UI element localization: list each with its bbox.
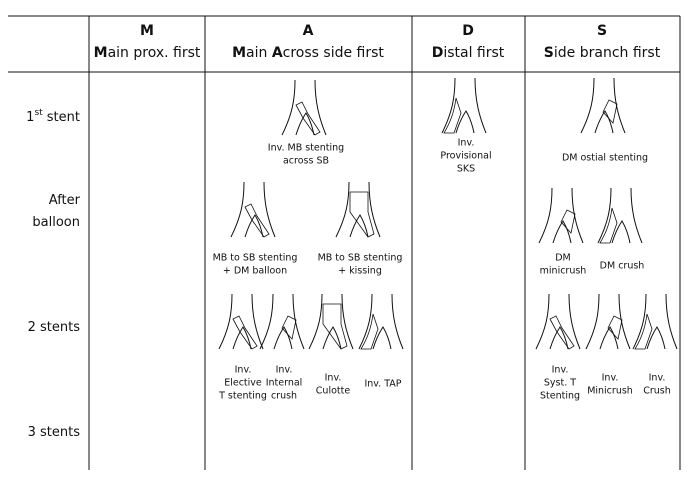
vessel	[281, 79, 327, 136]
bifurcation-figure	[585, 293, 631, 350]
figure-caption: Syst. T	[544, 378, 576, 389]
row-label: After	[49, 193, 81, 208]
stent	[244, 203, 270, 238]
bifurcation-figure	[538, 187, 584, 244]
row-label-part: 3 stents	[28, 425, 81, 440]
figure-caption: Minicrush	[587, 386, 633, 397]
figure-caption: Inv. TAP	[364, 379, 401, 390]
figure-caption: across SB	[283, 156, 329, 167]
stent	[560, 209, 576, 234]
bifurcation-figure	[441, 77, 487, 134]
figure-caption: Elective	[224, 378, 262, 389]
subtitle-part: M	[232, 45, 246, 61]
figure-caption: Culotte	[316, 386, 351, 397]
subtitle-part: S	[544, 45, 554, 61]
stent	[443, 97, 462, 134]
subtitle-part: ain prox. first	[108, 45, 201, 61]
stent	[607, 315, 623, 340]
stent	[349, 191, 375, 238]
subtitle-part: M	[94, 45, 108, 61]
figure-caption: + kissing	[338, 266, 382, 277]
column-subtitle: Main prox. first	[94, 45, 201, 61]
figure-caption: DM ostial stenting	[562, 153, 648, 164]
subtitle-part: D	[432, 45, 444, 61]
stent	[599, 207, 618, 244]
stent	[322, 303, 348, 350]
figure-caption: minicrush	[540, 266, 587, 277]
figure-caption: Inv.	[458, 138, 475, 149]
stent	[281, 315, 297, 340]
vessel	[308, 293, 354, 350]
subtitle-part: istal first	[443, 45, 504, 61]
row-label-part: 2 stents	[28, 320, 81, 335]
subtitle-part: A	[272, 45, 283, 61]
stent	[295, 101, 321, 136]
vessel	[335, 181, 381, 238]
bifurcation-figure	[218, 293, 264, 350]
vessel	[259, 293, 305, 350]
row-label: balloon	[32, 215, 80, 230]
subtitle-part: ide branch first	[554, 45, 661, 61]
figure-caption: Inv.	[325, 373, 342, 384]
column-letter: M	[140, 23, 154, 39]
figure-caption: Inv.	[649, 373, 666, 384]
bifurcation-figure	[580, 77, 626, 134]
column-letter: A	[303, 23, 314, 39]
figure-caption: Inv.	[602, 373, 619, 384]
column-subtitle: Side branch first	[544, 45, 661, 61]
row-label-part: stent	[43, 110, 80, 125]
row-label: 3 stents	[28, 425, 81, 440]
bifurcation-figure	[281, 79, 327, 136]
stent	[634, 313, 653, 350]
figure-caption: SKS	[457, 164, 475, 175]
figure-caption: DM	[555, 253, 571, 264]
column-subtitle: Main Across side first	[232, 45, 384, 61]
bifurcation-figure	[308, 293, 354, 350]
stent	[602, 99, 618, 124]
figure-caption: Inv.	[235, 365, 252, 376]
figure-caption: Crush	[643, 386, 671, 397]
vessel	[230, 181, 276, 238]
row-label-part: st	[34, 108, 43, 118]
figure-caption: MB to SB stenting	[213, 253, 298, 264]
row-label-part: balloon	[32, 215, 80, 230]
bifurcation-figure	[358, 293, 404, 350]
stent	[549, 315, 575, 350]
stent	[232, 315, 258, 350]
bifurcation-figure	[259, 293, 305, 350]
figure-caption: crush	[271, 391, 297, 402]
figure-caption: Inv.	[552, 365, 569, 376]
column-letter: D	[462, 23, 474, 39]
stent	[360, 313, 379, 350]
figure-caption: + DM balloon	[223, 266, 287, 277]
figure-caption: T stenting	[218, 391, 267, 402]
subtitle-part: ain	[246, 45, 272, 61]
column-letter: S	[597, 23, 607, 39]
figure-caption: DM crush	[600, 261, 645, 272]
figure-caption: Provisional	[440, 151, 491, 162]
bifurcation-figure	[230, 181, 276, 238]
vessel	[580, 77, 626, 134]
row-label-part: 1	[26, 110, 34, 125]
figure-caption: Internal	[266, 378, 303, 389]
column-subtitle: Distal first	[432, 45, 505, 61]
vessel	[538, 187, 584, 244]
row-label: 1st stent	[26, 108, 80, 125]
figure-caption: Stenting	[540, 391, 580, 402]
figure-caption: Inv. MB stenting	[268, 143, 344, 154]
row-label-part: After	[49, 193, 81, 208]
bifurcation-figure	[597, 187, 643, 244]
bifurcation-figure	[535, 293, 581, 350]
subtitle-part: cross side first	[283, 45, 385, 61]
vessel	[585, 293, 631, 350]
bifurcation-figure	[632, 293, 678, 350]
bifurcation-figure	[335, 181, 381, 238]
vessel	[535, 293, 581, 350]
figure-caption: Inv.	[276, 365, 293, 376]
row-label: 2 stents	[28, 320, 81, 335]
grid-lines	[8, 15, 681, 470]
figure-caption: MB to SB stenting	[318, 253, 403, 264]
vessel	[218, 293, 264, 350]
